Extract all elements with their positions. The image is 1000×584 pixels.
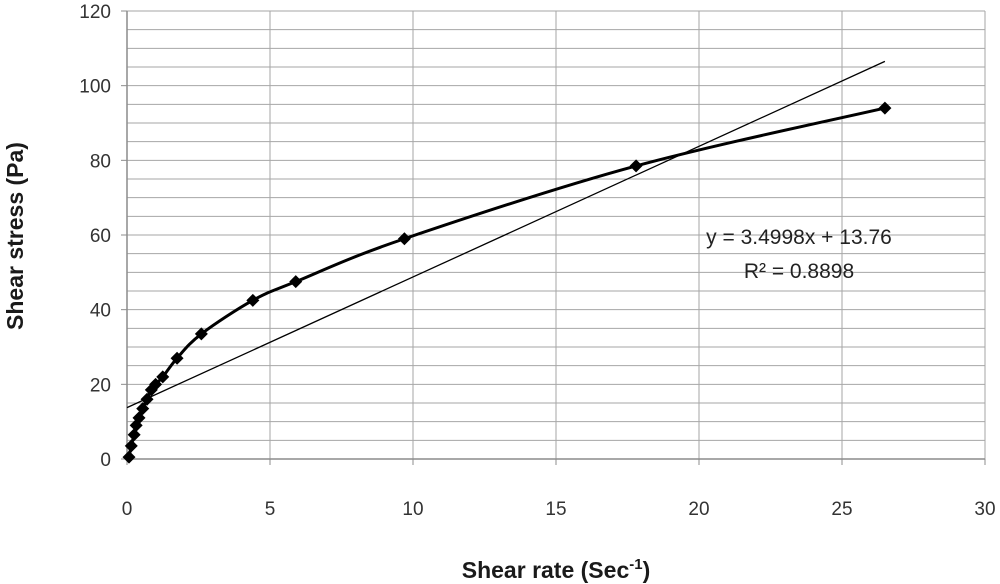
data-point-diamond xyxy=(122,450,136,464)
axes xyxy=(121,10,986,465)
data-point-diamond xyxy=(194,327,208,341)
data-point-diamond xyxy=(878,101,892,115)
data-point-diamond xyxy=(127,428,141,442)
y-tick-label: 80 xyxy=(90,151,111,172)
y-tick-label: 120 xyxy=(79,2,111,23)
data-point-diamond xyxy=(132,411,146,425)
gridlines xyxy=(127,10,986,459)
data-point-diamond xyxy=(289,275,303,289)
data-point-diamond xyxy=(149,377,163,391)
series-layer xyxy=(122,101,892,464)
y-tick-label: 20 xyxy=(90,375,111,396)
data-point-diamond xyxy=(397,232,411,246)
trendline-layer xyxy=(126,60,886,409)
x-tick-label: 15 xyxy=(545,499,566,520)
trendline-r-squared: R² = 0.8898 xyxy=(744,260,854,283)
x-axis-title: Shear rate (Sec-1) xyxy=(462,556,651,583)
x-tick-label: 0 xyxy=(122,499,133,520)
data-point-diamond xyxy=(136,402,150,416)
tick-labels: 0 20 40 60 80 100 120 0 5 10 15 20 25 30 xyxy=(79,2,995,520)
data-point-diamond xyxy=(246,293,260,307)
trendline-equation: y = 3.4998x + 13.76 xyxy=(706,226,892,249)
y-tick-label: 100 xyxy=(79,77,111,98)
y-tick-label: 60 xyxy=(90,226,111,247)
y-tick-label: 0 xyxy=(100,450,111,471)
x-tick-label: 10 xyxy=(402,499,423,520)
data-point-diamond xyxy=(629,159,643,173)
data-point-diamond xyxy=(140,392,154,406)
x-tick-label: 25 xyxy=(831,499,852,520)
data-point-diamond xyxy=(124,439,138,453)
x-axis-title-end: ) xyxy=(643,557,651,583)
data-point-diamond xyxy=(156,370,170,384)
x-tick-label: 30 xyxy=(974,499,995,520)
data-point-diamond xyxy=(170,351,184,365)
linear-trendline xyxy=(126,60,886,409)
y-axis-title: Shear stress (Pa) xyxy=(2,142,28,330)
y-tick-label: 40 xyxy=(90,301,111,322)
x-axis-title-superscript: -1 xyxy=(629,556,642,573)
x-axis-title-main: Shear rate (Sec xyxy=(462,557,630,583)
x-tick-label: 5 xyxy=(265,499,276,520)
x-tick-label: 20 xyxy=(688,499,709,520)
